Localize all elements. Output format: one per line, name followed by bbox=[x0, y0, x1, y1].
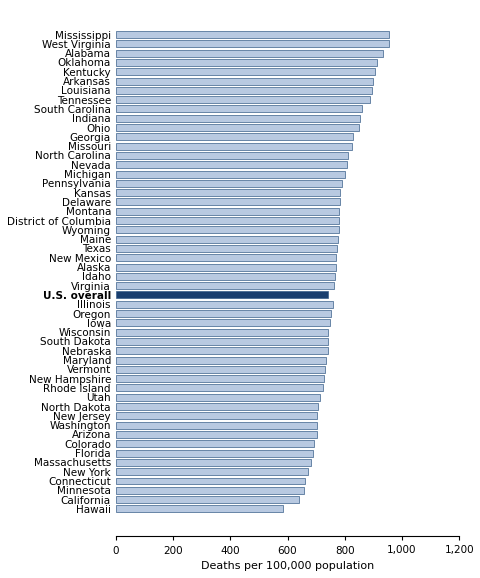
Bar bbox=[116, 59, 376, 66]
Bar bbox=[116, 422, 316, 429]
Bar bbox=[116, 329, 327, 336]
Bar bbox=[116, 77, 372, 84]
Bar bbox=[116, 440, 313, 447]
Bar bbox=[116, 264, 336, 271]
Bar bbox=[116, 375, 324, 382]
Bar bbox=[116, 505, 283, 513]
Bar bbox=[116, 171, 344, 177]
Bar bbox=[116, 413, 317, 420]
Bar bbox=[116, 431, 316, 438]
Bar bbox=[116, 403, 318, 410]
Bar bbox=[116, 50, 382, 57]
Bar bbox=[116, 338, 327, 345]
Bar bbox=[116, 347, 327, 354]
Bar bbox=[116, 217, 338, 224]
Bar bbox=[116, 124, 359, 131]
Bar bbox=[116, 189, 340, 196]
Bar bbox=[116, 152, 348, 159]
Bar bbox=[116, 236, 337, 243]
Bar bbox=[116, 105, 361, 112]
Bar bbox=[116, 161, 346, 168]
Bar bbox=[116, 96, 369, 103]
Bar bbox=[116, 143, 351, 150]
Bar bbox=[116, 320, 329, 327]
Bar bbox=[116, 254, 336, 261]
Bar bbox=[116, 450, 312, 457]
Bar bbox=[116, 282, 334, 289]
Bar bbox=[116, 468, 308, 475]
Bar bbox=[116, 180, 342, 187]
Bar bbox=[116, 245, 336, 252]
Bar bbox=[116, 115, 359, 122]
Bar bbox=[116, 357, 325, 364]
Bar bbox=[116, 459, 310, 466]
Bar bbox=[116, 487, 304, 494]
Bar bbox=[116, 87, 372, 94]
Bar bbox=[116, 291, 327, 298]
Bar bbox=[116, 40, 388, 47]
Bar bbox=[116, 198, 339, 205]
X-axis label: Deaths per 100,000 population: Deaths per 100,000 population bbox=[201, 561, 373, 571]
Bar bbox=[116, 31, 389, 38]
Bar bbox=[116, 227, 338, 234]
Bar bbox=[116, 496, 299, 503]
Bar bbox=[116, 208, 338, 215]
Bar bbox=[116, 366, 325, 373]
Bar bbox=[116, 384, 322, 391]
Bar bbox=[116, 273, 334, 280]
Bar bbox=[116, 134, 352, 140]
Bar bbox=[116, 68, 374, 75]
Bar bbox=[116, 477, 304, 484]
Bar bbox=[116, 394, 320, 401]
Bar bbox=[116, 301, 332, 307]
Bar bbox=[116, 310, 330, 317]
